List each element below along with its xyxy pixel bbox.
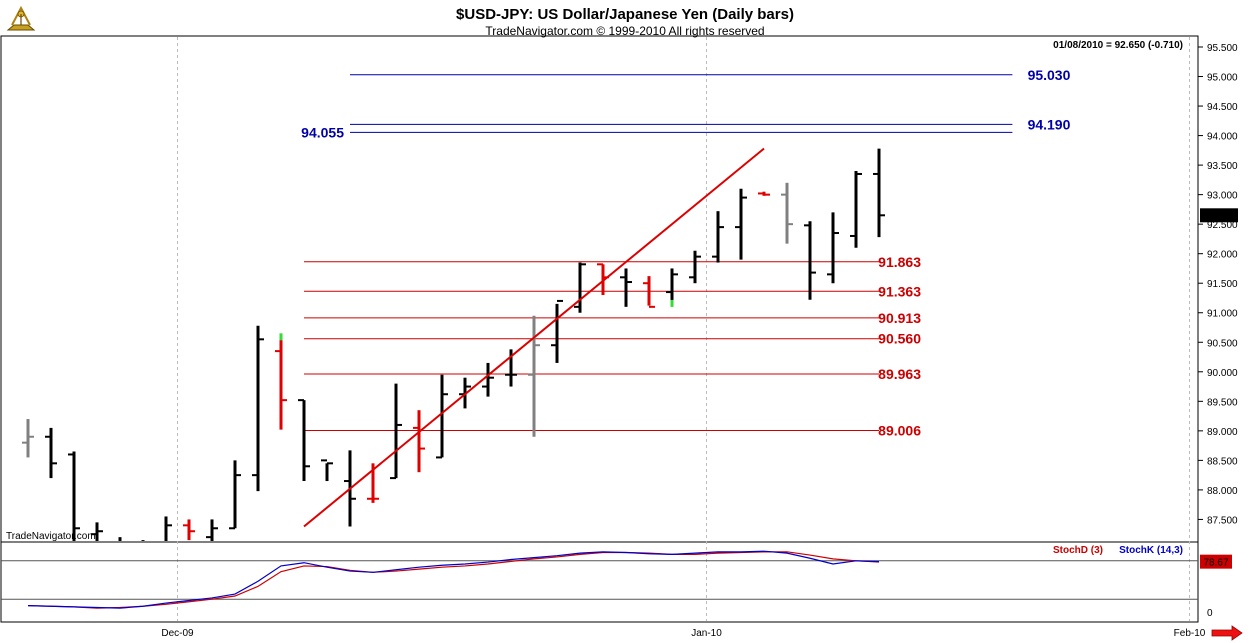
price-tick-label: 89.000 [1207, 427, 1238, 438]
price-bar [804, 221, 816, 300]
ohlc-bars [22, 148, 885, 541]
price-bar [551, 299, 563, 363]
price-bar [413, 410, 425, 473]
stochK-legend: StochK (14,3) [1119, 545, 1183, 556]
price-axis: 95.500 95.000 94.500 94.000 93.500 93.000 92.5… [1198, 43, 1238, 526]
price-bar [620, 268, 632, 307]
vertical-gridlines [177, 37, 1190, 621]
price-bar [91, 522, 103, 541]
price-tick-label: 94.000 [1207, 132, 1238, 143]
price-tick-label: 93.500 [1207, 161, 1238, 172]
level-label: 94.055 [301, 124, 344, 140]
price-bar [850, 171, 862, 248]
indicator-panel-frame [0, 541, 1199, 623]
price-bar [206, 519, 218, 541]
last-price-box [1200, 208, 1238, 223]
watermark-text: TradeNavigator.com [6, 531, 96, 542]
trendline-group [303, 147, 765, 528]
level-label: 91.363 [878, 283, 921, 299]
price-tick-label: 93.000 [1207, 191, 1238, 202]
price-bar [643, 276, 655, 308]
price-tick-label: 90.000 [1207, 368, 1238, 379]
level-label: 89.963 [878, 366, 921, 382]
price-bar [505, 349, 517, 387]
price-levels: 95.030 94.190 94.055 91.863 91.363 90.913 90.5… [301, 67, 1070, 439]
price-bar [436, 374, 448, 459]
last-price-readout: 01/08/2010 = 92.650 (-0.710) [1053, 40, 1183, 51]
price-bar [574, 262, 586, 313]
level-label: 91.863 [878, 254, 921, 270]
price-bar [118, 537, 122, 541]
price-bar [22, 419, 34, 458]
last-price-label: 92.650 [1204, 211, 1235, 222]
stochK-line [27, 550, 880, 609]
price-tick-label: 92.500 [1207, 220, 1238, 231]
copyright-text: TradeNavigator.com © 1999-2010 All right… [485, 24, 764, 38]
price-bar [298, 399, 310, 482]
price-bar [712, 211, 724, 263]
price-tick-label: 88.000 [1207, 486, 1238, 497]
level-label: 89.006 [878, 422, 921, 438]
trendline [303, 147, 765, 528]
price-tick-label: 90.500 [1207, 338, 1238, 349]
price-bar [873, 148, 885, 238]
price-tick-label: 91.000 [1207, 309, 1238, 320]
price-tick-label: 92.000 [1207, 250, 1238, 261]
price-bar [45, 427, 57, 479]
price-tick-label: 91.500 [1207, 279, 1238, 290]
price-tick-label: 89.500 [1207, 397, 1238, 408]
price-bar [183, 519, 195, 541]
stochD-legend: StochD (3) [1053, 545, 1103, 556]
chart-title: $USD-JPY: US Dollar/Japanese Yen (Daily … [456, 6, 794, 23]
price-bar [141, 540, 145, 541]
price-bar [781, 182, 793, 244]
level-label: 90.913 [878, 310, 921, 326]
level-label: 95.030 [1028, 67, 1071, 83]
date-label: Jan-10 [691, 628, 722, 639]
price-bar [735, 188, 747, 260]
price-bar [252, 325, 264, 492]
indicator-value-label: 78.67 [1203, 558, 1228, 569]
price-bar [758, 191, 770, 196]
price-bar [482, 362, 494, 397]
date-axis: Dec-09 Jan-10 Feb-10 [161, 628, 1205, 639]
price-bar [528, 315, 540, 437]
price-bar [827, 212, 839, 284]
date-label: Feb-10 [1174, 628, 1206, 639]
stochD-line [27, 551, 880, 609]
price-bar [390, 383, 402, 480]
sextant-icon [6, 5, 36, 31]
price-bar [666, 268, 678, 307]
stochastic-panel: StochD (3) StochK (14,3) 0 78.67 [1, 545, 1232, 619]
indicator-tick-label: 0 [1207, 608, 1213, 619]
price-tick-label: 94.500 [1207, 102, 1238, 113]
price-panel-frame [0, 35, 1199, 543]
price-bar [164, 516, 172, 541]
price-bar [321, 459, 333, 482]
indicator-value-box [1200, 554, 1232, 569]
price-tick-label: 88.500 [1207, 456, 1238, 467]
price-tick-label: 95.000 [1207, 73, 1238, 84]
level-label: 90.560 [878, 331, 921, 347]
price-tick-label: 95.500 [1207, 43, 1238, 54]
level-label: 94.190 [1028, 116, 1071, 132]
price-bar [275, 333, 287, 430]
price-bar [229, 460, 241, 530]
price-bar [689, 250, 701, 284]
date-label: Dec-09 [161, 628, 194, 639]
price-bar [68, 451, 80, 541]
right-arrow-icon[interactable] [1211, 625, 1243, 641]
price-tick-label: 87.500 [1207, 515, 1238, 526]
